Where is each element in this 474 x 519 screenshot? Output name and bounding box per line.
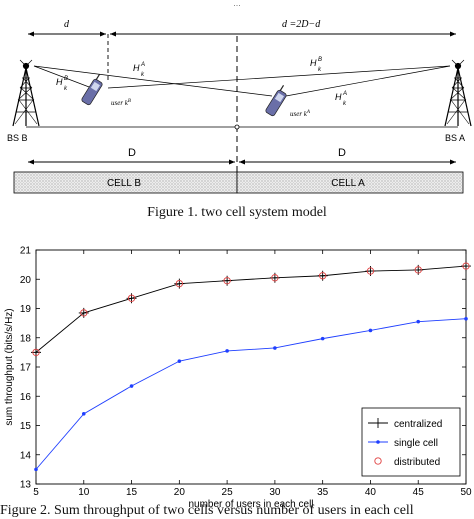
top-truncated-text: ...: [233, 0, 241, 8]
point-single-cell: [273, 346, 277, 350]
y-tick-label: 16: [20, 392, 32, 403]
y-tick-label: 21: [20, 246, 32, 257]
channel-label-ab: H B k: [310, 57, 322, 73]
legend-entry-distributed: distributed: [374, 457, 440, 468]
distance-complement-label: d =2D−d: [282, 19, 321, 30]
y-axis-label: sum throughput (bits/s/Hz): [4, 308, 15, 425]
x-tick-label: 10: [78, 487, 90, 498]
svg-text:A: A: [140, 62, 145, 68]
svg-text:B: B: [318, 57, 322, 63]
series-layer: [31, 261, 471, 472]
x-tick-label: 50: [460, 487, 472, 498]
cell-a-radius-label: D: [338, 147, 346, 159]
point-distributed: [319, 272, 327, 280]
channel-label-bb: H B k: [56, 76, 68, 92]
legend-label-single-cell: single cell: [394, 438, 438, 449]
point-distributed: [80, 309, 88, 317]
x-tick-label: 40: [365, 487, 377, 498]
svg-text:H: H: [133, 63, 140, 73]
cell-a-region: [236, 171, 464, 194]
channel-label-ba: H A k: [133, 62, 145, 78]
x-axis: 5 10 15 20 25 30 35 40 45 50: [33, 250, 472, 498]
legend: centralized single cell distributed: [361, 407, 461, 477]
y-tick-label: 18: [20, 333, 32, 344]
point-single-cell: [34, 467, 38, 472]
y-tick-label: 13: [20, 480, 32, 491]
svg-text:H: H: [310, 58, 317, 68]
legend-label-centralized: centralized: [394, 419, 442, 430]
user-b-phone-icon: [81, 73, 103, 106]
y-tick-label: 17: [20, 363, 32, 374]
svg-text:H: H: [56, 77, 63, 87]
point-single-cell: [81, 412, 86, 416]
bs-b-tower-icon: [12, 59, 40, 127]
x-tick-label: 25: [222, 487, 234, 498]
svg-text:k: k: [64, 86, 68, 92]
svg-text:A: A: [342, 91, 347, 97]
svg-text:k: k: [141, 72, 145, 78]
user-a-label: user kA: [290, 110, 311, 118]
distance-d-arrow: [28, 31, 106, 37]
point-distributed: [223, 277, 231, 285]
bs-a-tower-icon: [444, 59, 472, 127]
y-tick-label: 14: [20, 450, 32, 461]
point-distributed: [414, 266, 422, 274]
svg-text:k: k: [318, 67, 322, 73]
figure-2-caption: Figure 2. Sum throughput of two cells ve…: [0, 503, 414, 518]
distance-complement-arrow: [110, 31, 456, 37]
svg-text:B: B: [64, 76, 68, 82]
channel-links: [33, 65, 451, 97]
x-axis-label: number of users in each cell: [188, 499, 313, 510]
point-distributed: [175, 279, 183, 288]
cell-b-radius-arrow: [28, 159, 235, 165]
y-tick-label: 20: [20, 275, 32, 286]
cell-boundary-marker: [234, 124, 240, 130]
bs-b-label: BS B: [7, 133, 28, 143]
throughput-chart: 13 14 15 16 17 18 19 20 21 5 10 15 20 25 30 35 40 45 50 s…: [4, 246, 472, 511]
x-tick-label: 20: [174, 487, 186, 498]
cell-b-radius-label: D: [128, 147, 136, 159]
x-tick-label: 45: [413, 487, 425, 498]
series-line-single-cell: [35, 318, 467, 470]
svg-text:H: H: [335, 92, 342, 102]
point-distributed: [366, 267, 375, 275]
x-tick-label: 35: [317, 487, 329, 498]
distance-d-label: d: [64, 19, 70, 30]
point-single-cell: [368, 328, 373, 333]
y-tick-label: 19: [20, 304, 32, 315]
point-distributed: [127, 294, 136, 302]
point-single-cell: [225, 349, 229, 353]
point-distributed: [32, 348, 40, 357]
y-tick-label: 15: [20, 421, 32, 432]
legend-entry-single-cell: single cell: [368, 438, 438, 449]
point-single-cell: [177, 359, 182, 363]
cell-a-label: CELL A: [331, 178, 365, 189]
point-distributed: [462, 262, 470, 270]
user-b-label: user kB: [111, 99, 131, 107]
figure-1-caption: Figure 1. two cell system model: [147, 205, 327, 220]
point-distributed: [271, 274, 279, 282]
channel-label-aa: H A k: [335, 91, 347, 107]
x-tick-label: 5: [33, 487, 39, 498]
legend-entry-centralized: centralized: [368, 418, 442, 430]
x-tick-label: 15: [126, 487, 138, 498]
svg-text:k: k: [343, 101, 347, 107]
y-axis: 13 14 15 16 17 18 19 20 21: [20, 246, 466, 491]
bs-a-label: BS A: [445, 133, 465, 143]
cell-a-radius-arrow: [239, 159, 456, 165]
x-tick-label: 30: [269, 487, 281, 498]
series-line-centralized: [35, 265, 467, 353]
user-a-phone-icon: [265, 84, 287, 117]
system-model-diagram: ... d d =2D−d BS B BS A: [7, 0, 472, 196]
point-single-cell: [416, 319, 421, 324]
cell-b-label: CELL B: [107, 178, 141, 189]
point-single-cell: [320, 336, 325, 341]
legend-label-distributed: distributed: [394, 457, 440, 468]
point-single-cell: [464, 316, 468, 321]
point-single-cell: [129, 384, 134, 388]
